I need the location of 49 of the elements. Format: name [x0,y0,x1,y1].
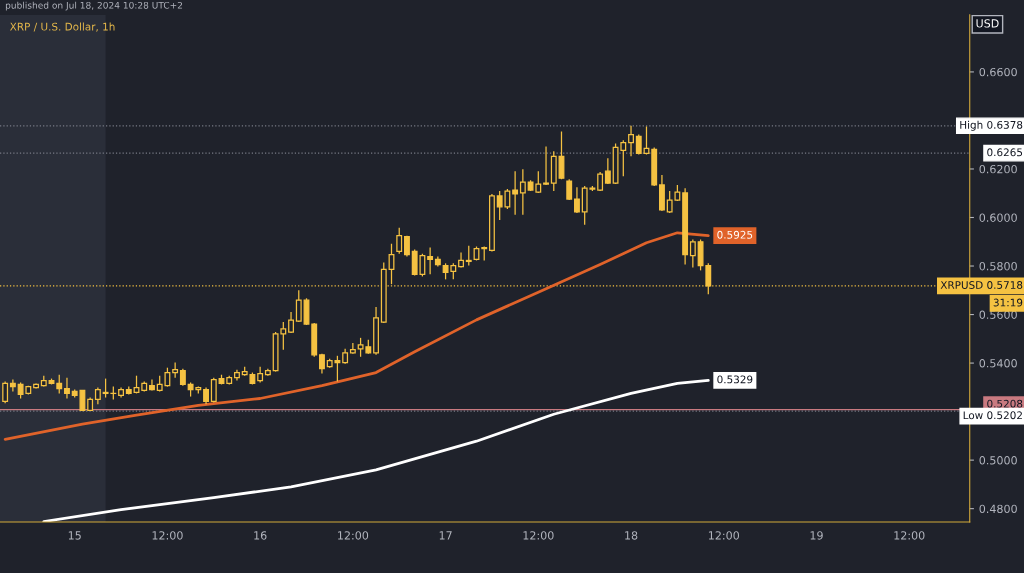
candlestick [519,168,526,216]
candlestick [396,227,403,255]
y-tick-label: 0.6600 [979,67,1017,77]
candlestick [512,170,519,216]
data-label: 0.5925 [717,230,753,239]
y-tick-label: 0.6000 [979,213,1017,222]
candlestick [210,377,217,404]
ref-line-label: 0.6265 [987,148,1023,157]
x-tick-label: 12:00 [708,531,740,540]
x-tick-label: 17 [439,531,452,540]
ref-line-label: XRPUSD 0.5718 [940,281,1023,289]
x-tick-label: 12:00 [338,531,369,540]
candlestick [288,311,294,334]
text: published on Jul 18, 2024 10:28 UTC+2 [5,1,183,11]
candlestick [2,380,9,404]
y-tick-label: 0.5400 [979,359,1017,368]
ref-line-label: High 0.6378 [960,120,1023,131]
ref-line-label: 0.5208 [987,399,1023,408]
candlestick [689,238,696,269]
candlestick [573,186,580,214]
text: 31:19 [993,298,1023,307]
x-tick-label: 18 [625,531,638,540]
x-tick-label: 19 [810,531,823,540]
candlestick [9,378,16,393]
candlestick [172,361,179,379]
x-tick-label: 15 [68,531,81,540]
candlestick [543,145,549,186]
candlestick [56,374,63,395]
candlestick [427,246,434,275]
x-tick-label: 12:00 [894,531,925,540]
line-series [3,231,710,441]
x-tick-label: 12:00 [523,531,554,540]
y-tick-label: 0.5000 [979,456,1017,465]
y-tick-label: 0.5800 [979,262,1017,271]
y-tick-label: 0.6200 [979,164,1017,174]
y-tick-label: 0.5600 [979,310,1017,319]
x-tick-label: 16 [254,531,267,540]
line-series [42,378,710,522]
ref-line-label: Low 0.5202 [963,411,1022,420]
candlestick [295,289,302,323]
candlestick [628,125,634,157]
y-tick-label: 0.4800 [979,504,1017,514]
data-label: 0.5329 [717,375,753,384]
candlestick [64,377,70,400]
x-tick-label: 12:00 [152,531,183,540]
text: XRP / U.S. Dollar, 1h [10,22,115,32]
y-axis-title: USD [976,19,999,28]
candlestick [465,245,472,267]
candlestick [604,157,611,185]
